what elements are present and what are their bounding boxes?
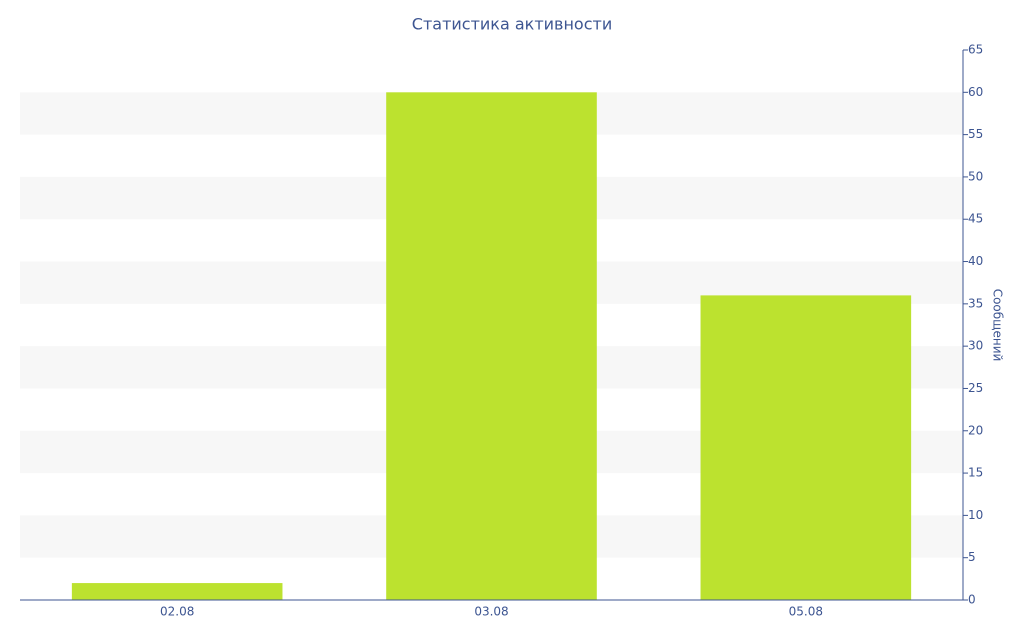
y-tick-label: 30 [968, 339, 983, 353]
y-tick-label: 40 [968, 254, 983, 268]
y-tick-label: 50 [968, 169, 983, 183]
y-tick-label: 0 [968, 593, 976, 607]
bar [386, 92, 597, 601]
y-tick-label: 10 [968, 508, 983, 522]
x-tick-label: 02.08 [160, 605, 194, 619]
y-tick-label: 25 [968, 381, 983, 395]
x-tick-label: 05.08 [789, 605, 823, 619]
bar [71, 583, 283, 600]
y-tick-label: 45 [968, 212, 983, 226]
y-tick-label: 55 [968, 127, 983, 141]
chart-title: Статистика активности [412, 15, 612, 34]
bar [700, 295, 912, 600]
y-tick-label: 35 [968, 296, 983, 310]
y-tick-label: 65 [968, 43, 983, 57]
y-tick-label: 60 [968, 85, 983, 99]
y-tick-label: 15 [968, 466, 983, 480]
y-tick-label: 20 [968, 423, 983, 437]
y-axis-title: Сообщений [991, 289, 1005, 362]
x-tick-label: 03.08 [474, 605, 508, 619]
y-tick-label: 5 [968, 550, 976, 564]
